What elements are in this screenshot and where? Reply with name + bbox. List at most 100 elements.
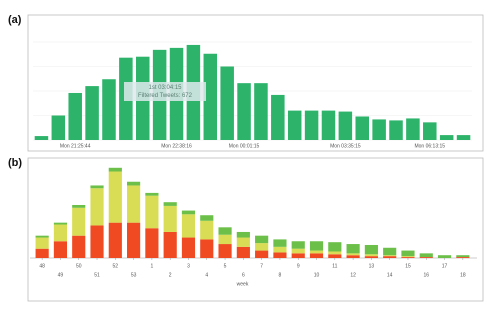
x-tick-label: 17 [442, 263, 448, 269]
x-tick-label: 48 [39, 263, 45, 269]
bar-segment [163, 202, 177, 206]
bar-segment [383, 255, 397, 257]
bar-segment [108, 171, 122, 223]
bar-segment [346, 255, 360, 258]
bar-segment [236, 231, 250, 238]
bar-segment [383, 256, 397, 258]
bar-segment [236, 237, 250, 247]
bar-segment [309, 250, 324, 254]
bar [355, 116, 370, 140]
bar-segment [35, 248, 49, 258]
bar [102, 79, 116, 140]
bar-segment [291, 248, 305, 254]
bar-segment [291, 253, 305, 258]
bar-segment [35, 237, 49, 249]
bar-segment [309, 241, 324, 251]
x-tick-label: Mon 06:13:15 [414, 143, 445, 149]
x-tick-label: Mon 21:25:44 [60, 143, 91, 149]
x-tick-label: 14 [387, 272, 393, 278]
bar [68, 92, 82, 140]
x-tick-label: Mon 03:35:15 [330, 143, 361, 149]
bar-segment [53, 222, 68, 225]
bar-segment [145, 195, 159, 229]
tooltip-box [124, 82, 206, 101]
bar-segment [255, 235, 269, 244]
bar [34, 136, 49, 140]
bar-segment [346, 253, 360, 256]
tooltip: 1st 03:04:15 Filtered Tweets: 672 [124, 82, 206, 101]
bar [304, 110, 319, 140]
x-tick-label: 12 [350, 272, 356, 278]
bar [372, 119, 386, 140]
bar-segment [72, 207, 86, 236]
x-tick-label: 50 [76, 263, 82, 269]
bar-segment [401, 256, 415, 258]
bar-segment [255, 243, 269, 251]
bar-segment [145, 228, 159, 258]
panel-label: (b) [8, 157, 22, 169]
x-tick-label: 11 [332, 263, 337, 269]
bar-segment [127, 222, 141, 258]
x-tick-label: 49 [58, 272, 64, 278]
bar [439, 135, 454, 140]
bar [287, 110, 302, 140]
bar-segment [181, 237, 196, 258]
bar-segment [181, 210, 196, 215]
bar-segment [108, 167, 122, 172]
bar-segment [163, 231, 177, 258]
tooltip-text: Filtered Tweets: 672 [138, 93, 193, 99]
x-tick-label: 4 [205, 272, 208, 278]
bar [271, 94, 285, 140]
x-tick-label: 18 [460, 272, 466, 278]
bar [338, 111, 353, 140]
bar-segment [401, 257, 415, 258]
x-tick-label: 10 [314, 272, 320, 278]
bar-segment [364, 254, 378, 257]
x-tick-label: 9 [297, 263, 300, 269]
bar-segment [346, 244, 360, 254]
bar [254, 83, 268, 140]
bar-segment [273, 239, 287, 247]
x-tick-label: Mon 22:38:16 [161, 143, 192, 149]
bar-segment [218, 234, 232, 245]
bar [406, 118, 420, 140]
bar-segment [236, 246, 250, 258]
bar-segment [419, 253, 433, 258]
bar-segment [218, 227, 232, 235]
bar-segment [200, 215, 214, 221]
x-tick-label: 6 [242, 272, 245, 278]
x-tick-label: Mon 00:01:15 [229, 143, 260, 149]
tooltip-title: 1st 03:04:15 [148, 85, 182, 91]
bar [321, 110, 336, 140]
bar-segment [255, 250, 269, 258]
x-tick-label: 7 [260, 263, 263, 269]
bar [456, 135, 471, 140]
bar-segment [383, 247, 397, 256]
bar [237, 83, 251, 140]
bar-segment [200, 220, 214, 240]
bar-segment [456, 257, 470, 258]
bar-segment [328, 242, 342, 252]
x-tick-label: 52 [113, 263, 119, 269]
bar-segment [309, 253, 324, 258]
bar [220, 66, 234, 140]
bar-segment [53, 241, 68, 258]
bar [51, 115, 66, 140]
bar-segment [127, 181, 141, 186]
panel-frame [27, 14, 484, 152]
bar-segment [419, 257, 433, 258]
bar-segment [328, 251, 342, 255]
bar-segment [90, 188, 104, 226]
panel-label: (a) [8, 14, 22, 26]
bar-segment [53, 224, 68, 242]
x-axis-title: week [237, 281, 249, 287]
bar-segment [181, 214, 196, 238]
x-tick-label: 16 [423, 272, 429, 278]
bar-segment [145, 192, 159, 196]
bar-segment [163, 205, 177, 232]
bar-segment [90, 225, 104, 258]
panel-frame [27, 157, 484, 302]
bar [85, 86, 99, 140]
bar-segment [328, 254, 342, 258]
x-tick-label: 8 [279, 272, 282, 278]
